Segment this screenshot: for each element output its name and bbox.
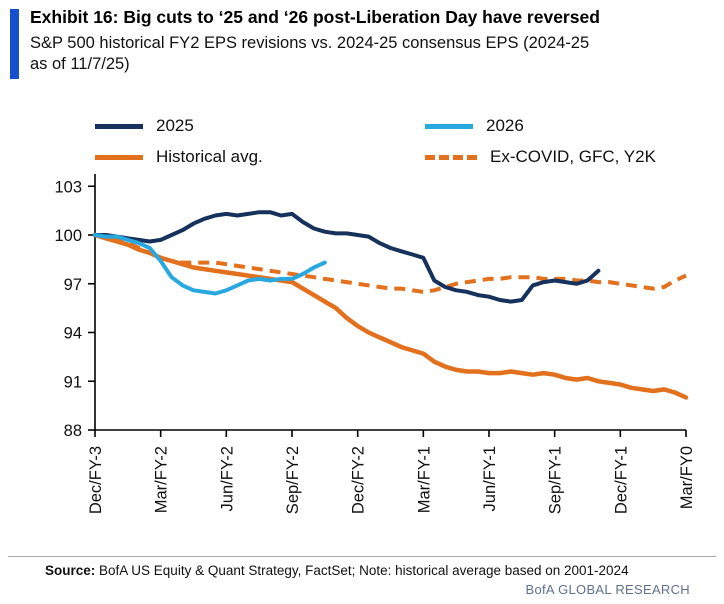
chart-legend: 2025 2026 Historical avg. Ex-COVID, GFC,… [95, 116, 695, 167]
exhibit-header: Exhibit 16: Big cuts to ‘25 and ‘26 post… [30, 6, 710, 76]
y-tick-label: 100 [54, 227, 82, 245]
legend-item-ex-covid: Ex-COVID, GFC, Y2K [425, 147, 695, 167]
legend-swatch-2026-line [425, 123, 473, 129]
series-line-historical-avg- [92, 232, 689, 400]
legend-swatch-2025-line [95, 123, 143, 129]
source-line: Source: BofA US Equity & Quant Strategy,… [8, 563, 716, 578]
legend-label-2025: 2025 [156, 116, 194, 135]
y-tick-label: 97 [64, 276, 82, 294]
y-tick-label: 88 [64, 422, 82, 440]
x-tick-label: Dec/FY-1 [612, 446, 630, 514]
x-tick-label: Jun/FY-2 [218, 446, 236, 511]
legend-item-2026: 2026 [425, 116, 695, 136]
legend-item-historical-avg: Historical avg. [95, 147, 425, 167]
eps-revisions-line-chart: 88 91 94 97 100 103 Dec/FY-3 Mar/FY-2 Jun/FY-2 Se… [54, 174, 696, 514]
legend-label-historical-avg: Historical avg. [156, 147, 263, 166]
exhibit-title: Exhibit 16: Big cuts to ‘25 and ‘26 post… [30, 7, 600, 27]
chart-footer: Source: BofA US Equity & Quant Strategy,… [8, 556, 716, 597]
x-tick-label: Jun/FY-1 [481, 446, 499, 511]
y-tick-label: 103 [54, 178, 82, 196]
bofa-global-research-brand: BofA GLOBAL RESEARCH [525, 582, 690, 597]
legend-swatch-ex-covid-dashed-line [425, 154, 477, 160]
source-label: Source: [45, 563, 96, 578]
legend-item-2025: 2025 [95, 116, 425, 136]
y-tick-label: 94 [64, 325, 82, 343]
subtitle-line-1: S&P 500 historical FY2 EPS revisions vs.… [30, 33, 590, 52]
x-tick-label: Mar/FY-1 [415, 446, 433, 513]
subtitle-line-2: as of 11/7/25) [30, 55, 130, 74]
series-line-2026 [93, 233, 327, 296]
y-tick-label: 91 [64, 373, 82, 391]
exhibit-subtitle: S&P 500 historical FY2 EPS revisions vs.… [30, 33, 710, 77]
x-tick-label: Dec/FY-2 [350, 446, 368, 514]
x-tick-label: Sep/FY-1 [547, 446, 565, 514]
x-tick-label: Mar/FY-2 [153, 446, 171, 513]
legend-label-2026: 2026 [486, 116, 524, 135]
legend-label-ex-covid: Ex-COVID, GFC, Y2K [490, 147, 656, 166]
series-line-2025 [93, 210, 601, 304]
legend-swatch-historical-avg-line [95, 154, 143, 160]
x-tick-label: Sep/FY-2 [284, 446, 302, 514]
exhibit-accent-bar [10, 9, 19, 79]
source-text: BofA US Equity & Quant Strategy, FactSet… [95, 563, 629, 578]
x-tick-label: Mar/FY0 [678, 446, 696, 509]
x-tick-label: Dec/FY-3 [87, 446, 105, 514]
